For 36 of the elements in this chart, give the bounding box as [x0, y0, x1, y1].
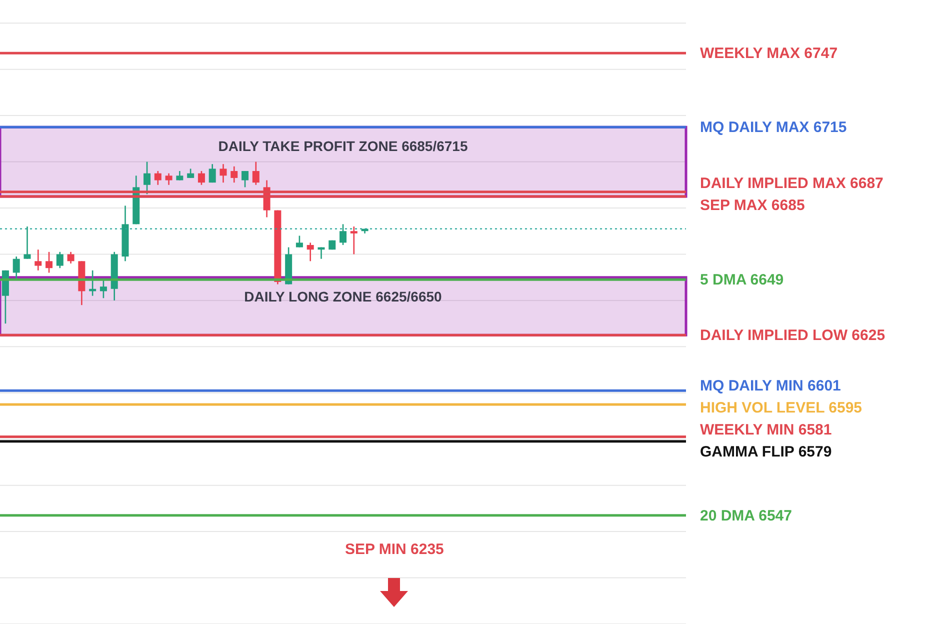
ref-line-label: DAILY IMPLIED MAX 6687	[700, 174, 884, 192]
candlestick	[176, 170, 184, 181]
ref-line-label: MQ DAILY MAX 6715	[700, 118, 847, 136]
candlestick	[165, 172, 172, 186]
candlestick	[67, 251, 74, 264]
candlestick	[306, 242, 314, 262]
ref-line-label: DAILY IMPLIED LOW 6625	[700, 326, 886, 344]
candlestick	[252, 161, 260, 186]
candlestick	[242, 170, 249, 188]
candlestick	[198, 170, 205, 186]
ref-line-label: 20 DMA 6547	[700, 506, 792, 524]
ref-line-label: SEP MAX 6685	[700, 196, 805, 214]
candlestick	[208, 163, 216, 184]
candlestick	[34, 248, 42, 272]
ref-line-label: WEEKLY MAX 6747	[700, 44, 838, 62]
candlestick	[12, 256, 20, 280]
ref-line-label: HIGH VOL LEVEL 6595	[700, 398, 862, 416]
candlestick	[296, 235, 303, 248]
candlestick	[46, 251, 53, 274]
ref-line-label: MQ DAILY MIN 6601	[700, 376, 841, 394]
candlestick	[187, 168, 194, 179]
band-label: DAILY TAKE PROFIT ZONE 6685/6715	[218, 138, 468, 154]
candlestick	[350, 226, 358, 255]
candlestick	[144, 161, 151, 195]
candlestick	[340, 224, 347, 246]
annotation: SEP MIN 6235	[344, 540, 444, 558]
candlestick	[230, 166, 238, 184]
band-label: DAILY LONG ZONE 6625/6650	[244, 288, 442, 304]
candlestick	[154, 170, 162, 186]
candlestick	[100, 278, 107, 299]
candlestick	[56, 251, 64, 269]
ref-line-label: 5 DMA 6649	[700, 271, 784, 288]
ref-line-label: WEEKLY MIN 6581	[700, 420, 832, 438]
candlestick	[220, 163, 227, 184]
ref-line-label: GAMMA FLIP 6579	[700, 442, 832, 460]
candlestick	[24, 226, 31, 260]
